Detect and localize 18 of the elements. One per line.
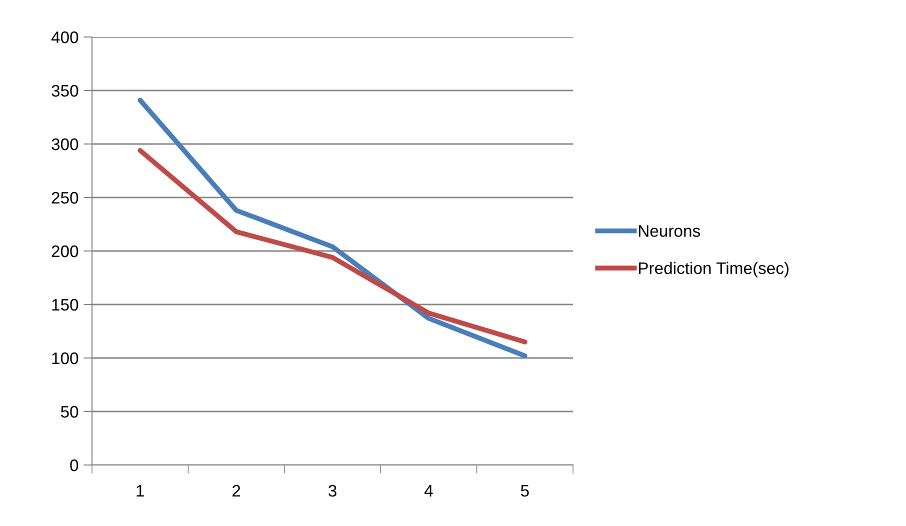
x-tick-label: 1 — [136, 485, 144, 497]
y-tick-label: 150 — [52, 298, 78, 311]
y-tick-label: 50 — [60, 406, 78, 418]
line-series — [138, 98, 528, 358]
line-series — [138, 148, 528, 344]
y-tick-label: 400 — [51, 31, 78, 44]
x-tick-label: 3 — [328, 484, 336, 497]
y-tick-label: 250 — [52, 192, 78, 204]
x-tick-label: 4 — [424, 485, 433, 497]
y-tick-label: 350 — [52, 84, 78, 97]
legend-label: Neurons — [638, 225, 700, 237]
x-tick-label: 2 — [232, 484, 240, 497]
x-tick-label: 5 — [520, 485, 529, 497]
legend-label: Prediction Time(sec) — [638, 262, 788, 278]
y-tick-label: 300 — [52, 138, 78, 150]
y-tick-label: 200 — [52, 245, 78, 258]
y-tick-label: 0 — [70, 459, 78, 472]
y-tick-label: 100 — [52, 352, 78, 364]
